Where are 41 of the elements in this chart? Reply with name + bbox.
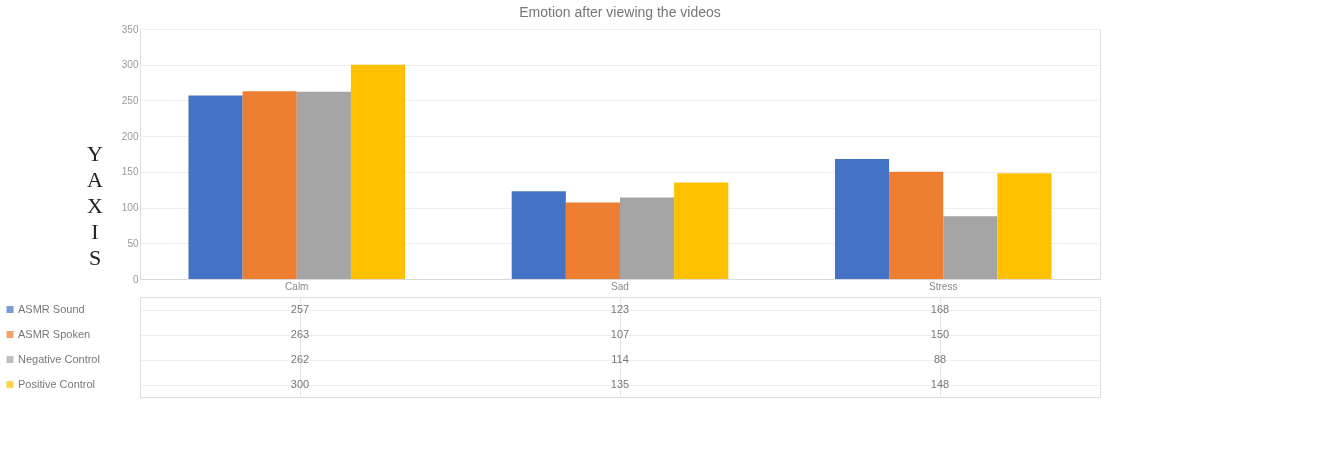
y-tick-label: 150 xyxy=(121,166,139,178)
y-tick-label: 300 xyxy=(121,59,139,71)
legend-label: Positive Control xyxy=(18,377,96,390)
bar xyxy=(834,159,890,279)
bar xyxy=(997,173,1052,279)
data-label: 123 xyxy=(610,302,630,315)
y-tick-label: 100 xyxy=(121,202,139,214)
y-tick-label: 350 xyxy=(121,23,139,35)
bar xyxy=(350,64,406,279)
bar xyxy=(889,171,944,279)
chart-title: Emotion after viewing the videos xyxy=(519,4,721,20)
data-label: 148 xyxy=(930,377,950,390)
bar xyxy=(511,191,566,279)
y-tick-label: 200 xyxy=(121,130,139,142)
x-tick-label: Sad xyxy=(611,280,629,292)
legend-label: ASMR Spoken xyxy=(18,327,91,340)
bar xyxy=(188,95,243,279)
data-label: 263 xyxy=(290,327,310,340)
bar xyxy=(620,197,675,279)
y-axis-title: Y AXIS xyxy=(87,141,104,270)
data-label: 150 xyxy=(930,327,950,340)
bar xyxy=(674,182,729,279)
data-label: 135 xyxy=(610,377,630,390)
data-label: 114 xyxy=(611,352,629,365)
y-tick-label: 0 xyxy=(132,273,139,285)
y-tick-label: 250 xyxy=(121,94,139,106)
bar xyxy=(943,216,998,279)
bar xyxy=(565,202,620,279)
legend-label: Negative Control xyxy=(18,352,100,365)
data-label: 168 xyxy=(930,302,950,315)
data-label: 300 xyxy=(290,377,310,390)
x-tick-label: Calm xyxy=(285,280,309,292)
data-label: 262 xyxy=(290,352,310,365)
bar xyxy=(296,91,351,279)
y-tick-label: 50 xyxy=(127,237,139,249)
legend-label: ASMR Sound xyxy=(18,302,85,315)
x-tick-label: Stress xyxy=(929,280,958,292)
bar xyxy=(242,91,297,279)
data-label: 257 xyxy=(290,302,310,315)
data-label: 88 xyxy=(933,352,947,365)
data-label: 107 xyxy=(610,327,630,340)
